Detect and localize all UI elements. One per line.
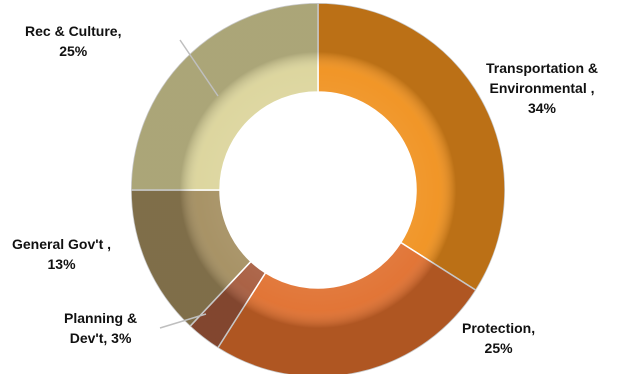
slice-label-planning: Planning & Dev't, 3% <box>64 310 138 346</box>
slice-label-rec-culture: Rec & Culture, 25% <box>25 23 122 59</box>
ring-bevel-shading <box>131 3 505 374</box>
leader-line-planning <box>159 313 207 329</box>
slice-label-transportation: Transportation & Environmental , 34% <box>486 60 599 116</box>
slice-label-protection: Protection, 25% <box>462 320 536 356</box>
slice-label-general-govt: General Gov't , 13% <box>12 236 112 272</box>
leader-line-rec-culture <box>179 39 219 97</box>
